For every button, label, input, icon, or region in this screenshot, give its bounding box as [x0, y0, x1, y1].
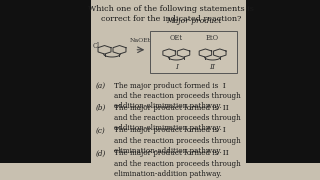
- Text: (b): (b): [96, 104, 106, 112]
- Text: (c): (c): [96, 127, 106, 134]
- Text: The major product formed is  II
and the reaction proceeds through
elimination-ad: The major product formed is II and the r…: [114, 149, 240, 178]
- Text: The major product formed is  I
and the reaction proceeds through
addition-elimin: The major product formed is I and the re…: [114, 82, 240, 110]
- Text: NaOEt: NaOEt: [130, 38, 151, 43]
- Text: II: II: [210, 63, 216, 71]
- Text: I: I: [175, 63, 178, 71]
- Text: EtO: EtO: [206, 34, 219, 42]
- Text: The major product formed is  I
and the reaction proceeds through
elimination-add: The major product formed is I and the re…: [114, 127, 240, 155]
- Text: Major product: Major product: [166, 17, 221, 25]
- Text: Cl: Cl: [92, 42, 100, 50]
- Text: OEt: OEt: [170, 34, 183, 42]
- Text: The major product formed is  II
and the reaction proceeds through
addition-elimi: The major product formed is II and the r…: [114, 104, 240, 132]
- Bar: [150, 31, 237, 73]
- Text: (d): (d): [96, 149, 106, 157]
- Bar: [0, 0, 91, 163]
- Bar: [246, 0, 320, 163]
- Text: Which one of the following statements is
correct for the indicated reaction?: Which one of the following statements is…: [88, 5, 254, 23]
- Text: (a): (a): [96, 82, 106, 90]
